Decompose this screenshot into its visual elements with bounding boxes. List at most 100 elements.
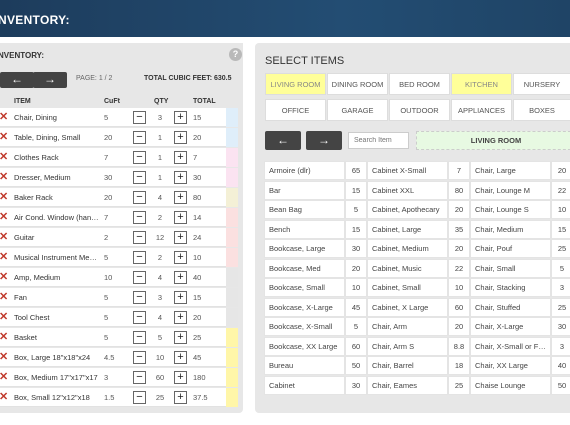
catalog-item-name[interactable]: Bookcase, X-Small [264, 317, 345, 336]
category-tab-kitchen[interactable]: KITCHEN [451, 73, 512, 95]
catalog-item-name[interactable]: Cabinet, Medium [367, 239, 448, 258]
increase-qty-button[interactable]: + [174, 311, 187, 324]
category-tab-outdoor[interactable]: OUTDOOR [389, 99, 450, 121]
catalog-item-cuft[interactable]: 10 [448, 278, 470, 297]
catalog-item-cuft[interactable]: 8.8 [448, 336, 470, 356]
catalog-item-cuft[interactable]: 25 [551, 297, 570, 317]
catalog-item-name[interactable]: Chair, Small [470, 258, 551, 278]
catalog-item-name[interactable]: Bookcase, Large [264, 239, 345, 258]
catalog-item-name[interactable]: Chair, Lounge M [470, 180, 551, 200]
catalog-item-cuft[interactable]: 15 [345, 180, 367, 200]
category-tab-boxes[interactable]: BOXES [513, 99, 570, 121]
catalog-item-name[interactable]: Cabinet, Small [367, 278, 448, 297]
decrease-qty-button[interactable]: − [133, 111, 146, 124]
prev-room-button[interactable]: ← [265, 131, 301, 150]
catalog-item-cuft[interactable]: 60 [448, 297, 470, 317]
remove-icon[interactable]: ✕ [0, 211, 9, 223]
increase-qty-button[interactable]: + [174, 191, 187, 204]
catalog-item-cuft[interactable]: 15 [345, 219, 367, 239]
remove-icon[interactable]: ✕ [0, 331, 9, 343]
increase-qty-button[interactable]: + [174, 351, 187, 364]
catalog-item-cuft[interactable]: 20 [345, 258, 367, 278]
catalog-item-name[interactable]: Bookcase, Med [264, 258, 345, 278]
decrease-qty-button[interactable]: − [133, 331, 146, 344]
catalog-item-cuft[interactable]: 20 [448, 317, 470, 336]
catalog-item-name[interactable]: Chair, Barrel [367, 356, 448, 375]
catalog-item-cuft[interactable]: 3 [551, 278, 570, 297]
catalog-item-cuft[interactable]: 45 [345, 297, 367, 317]
catalog-item-cuft[interactable]: 50 [551, 375, 570, 395]
catalog-item-cuft[interactable]: 40 [551, 356, 570, 375]
increase-qty-button[interactable]: + [174, 291, 187, 304]
decrease-qty-button[interactable]: − [133, 391, 146, 404]
catalog-item-name[interactable]: Cabinet, Apothecary [367, 200, 448, 219]
help-icon[interactable]: ? [229, 48, 242, 61]
catalog-item-name[interactable]: Bureau [264, 356, 345, 375]
next-page-button[interactable]: → [33, 72, 67, 88]
catalog-item-cuft[interactable]: 60 [345, 336, 367, 356]
catalog-item-cuft[interactable]: 50 [345, 356, 367, 375]
catalog-item-name[interactable]: Bookcase, X-Large [264, 297, 345, 317]
remove-icon[interactable]: ✕ [0, 391, 9, 403]
catalog-item-cuft[interactable]: 30 [345, 239, 367, 258]
catalog-item-cuft[interactable]: 3 [551, 336, 570, 356]
catalog-item-name[interactable]: Chair, Medium [470, 219, 551, 239]
catalog-item-cuft[interactable]: 5 [551, 258, 570, 278]
catalog-item-name[interactable]: Cabinet, X Large [367, 297, 448, 317]
remove-icon[interactable]: ✕ [0, 351, 9, 363]
catalog-item-name[interactable]: Chair, Eames [367, 375, 448, 395]
category-tab-appliances[interactable]: APPLIANCES [451, 99, 512, 121]
catalog-item-cuft[interactable]: 5 [345, 317, 367, 336]
prev-page-button[interactable]: ← [0, 72, 34, 88]
remove-icon[interactable]: ✕ [0, 171, 9, 183]
catalog-item-cuft[interactable]: 7 [448, 161, 470, 180]
catalog-item-name[interactable]: Chaise Lounge [470, 375, 551, 395]
catalog-item-name[interactable]: Chair, Pouf [470, 239, 551, 258]
remove-icon[interactable]: ✕ [0, 111, 9, 123]
catalog-item-cuft[interactable]: 30 [345, 375, 367, 395]
decrease-qty-button[interactable]: − [133, 191, 146, 204]
catalog-item-cuft[interactable]: 25 [551, 239, 570, 258]
catalog-item-cuft[interactable]: 80 [448, 180, 470, 200]
remove-icon[interactable]: ✕ [0, 371, 9, 383]
catalog-item-cuft[interactable]: 10 [551, 200, 570, 219]
catalog-item-name[interactable]: Chair, Large [470, 161, 551, 180]
increase-qty-button[interactable]: + [174, 391, 187, 404]
catalog-item-cuft[interactable]: 22 [448, 258, 470, 278]
remove-icon[interactable]: ✕ [0, 231, 9, 243]
catalog-item-name[interactable]: Armoire (dlr) [264, 161, 345, 180]
increase-qty-button[interactable]: + [174, 211, 187, 224]
increase-qty-button[interactable]: + [174, 331, 187, 344]
catalog-item-name[interactable]: Chair, Stacking [470, 278, 551, 297]
remove-icon[interactable]: ✕ [0, 311, 9, 323]
catalog-item-cuft[interactable]: 35 [448, 219, 470, 239]
catalog-item-name[interactable]: Cabinet, Large [367, 219, 448, 239]
decrease-qty-button[interactable]: − [133, 371, 146, 384]
catalog-item-name[interactable]: Chair, Arm [367, 317, 448, 336]
category-tab-nursery[interactable]: NURSERY [513, 73, 570, 95]
category-tab-living-room[interactable]: LIVING ROOM [265, 73, 326, 95]
increase-qty-button[interactable]: + [174, 151, 187, 164]
increase-qty-button[interactable]: + [174, 231, 187, 244]
remove-icon[interactable]: ✕ [0, 131, 9, 143]
remove-icon[interactable]: ✕ [0, 151, 9, 163]
catalog-item-name[interactable]: Bench [264, 219, 345, 239]
catalog-item-name[interactable]: Chair, Arm S [367, 336, 448, 356]
search-input[interactable] [348, 132, 409, 149]
catalog-item-cuft[interactable]: 10 [345, 278, 367, 297]
category-tab-office[interactable]: OFFICE [265, 99, 326, 121]
decrease-qty-button[interactable]: − [133, 171, 146, 184]
catalog-item-name[interactable]: Cabinet [264, 375, 345, 395]
catalog-item-name[interactable]: Cabinet XXL [367, 180, 448, 200]
catalog-item-cuft[interactable]: 20 [448, 200, 470, 219]
category-tab-garage[interactable]: GARAGE [327, 99, 388, 121]
catalog-item-name[interactable]: Cabinet, Music [367, 258, 448, 278]
decrease-qty-button[interactable]: − [133, 231, 146, 244]
catalog-item-name[interactable]: Bookcase, XX Large [264, 336, 345, 356]
remove-icon[interactable]: ✕ [0, 271, 9, 283]
increase-qty-button[interactable]: + [174, 271, 187, 284]
increase-qty-button[interactable]: + [174, 171, 187, 184]
decrease-qty-button[interactable]: − [133, 291, 146, 304]
decrease-qty-button[interactable]: − [133, 251, 146, 264]
decrease-qty-button[interactable]: − [133, 271, 146, 284]
